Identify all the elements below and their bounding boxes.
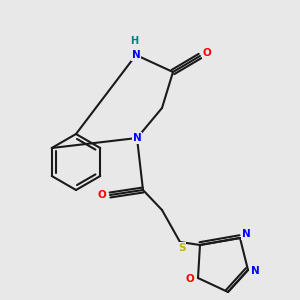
Text: O: O bbox=[98, 190, 106, 200]
Text: O: O bbox=[186, 274, 194, 284]
Text: N: N bbox=[242, 229, 250, 239]
Text: S: S bbox=[178, 243, 186, 253]
Text: H: H bbox=[130, 36, 138, 46]
Text: N: N bbox=[250, 266, 260, 276]
Text: N: N bbox=[132, 50, 140, 60]
Text: O: O bbox=[202, 48, 211, 58]
Text: N: N bbox=[133, 133, 141, 143]
